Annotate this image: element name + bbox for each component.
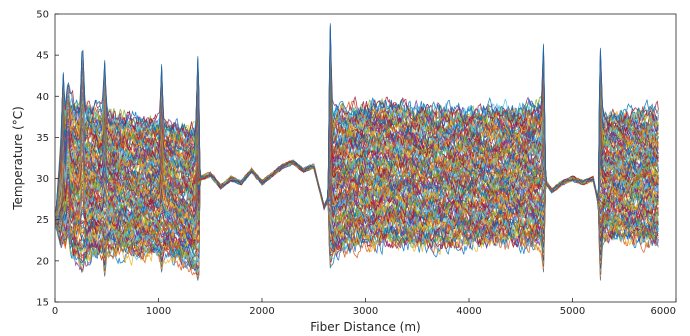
temperature-traces <box>54 23 659 281</box>
y-tick-label: 25 <box>36 215 49 226</box>
y-tick-label: 35 <box>36 133 49 144</box>
x-tick-label: 6000 <box>651 306 676 317</box>
baseline-line <box>54 160 659 213</box>
y-tick-label: 20 <box>36 256 49 267</box>
x-tick-label: 3000 <box>353 306 378 317</box>
x-tick-label: 4000 <box>456 306 481 317</box>
x-tick-label: 5000 <box>560 306 585 317</box>
x-axis-label: Fiber Distance (m) <box>310 320 420 334</box>
y-tick-label: 15 <box>36 298 49 309</box>
y-tick-label: 40 <box>36 92 49 103</box>
y-axis-label: Temperature (°C) <box>11 106 25 211</box>
axis-ticks: 0 1000 2000 3000 4000 5000 6000 15 20 25 30 35 40 45 5… <box>36 10 677 317</box>
y-tick-label: 50 <box>36 10 49 21</box>
x-tick-label: 0 <box>52 306 58 317</box>
y-tick-label: 30 <box>36 174 49 185</box>
trace-line-120 <box>54 23 659 212</box>
baseline-trace <box>54 160 659 213</box>
y-tick-label: 45 <box>36 51 49 62</box>
x-tick-label: 2000 <box>249 306 274 317</box>
x-tick-label: 1000 <box>146 306 171 317</box>
